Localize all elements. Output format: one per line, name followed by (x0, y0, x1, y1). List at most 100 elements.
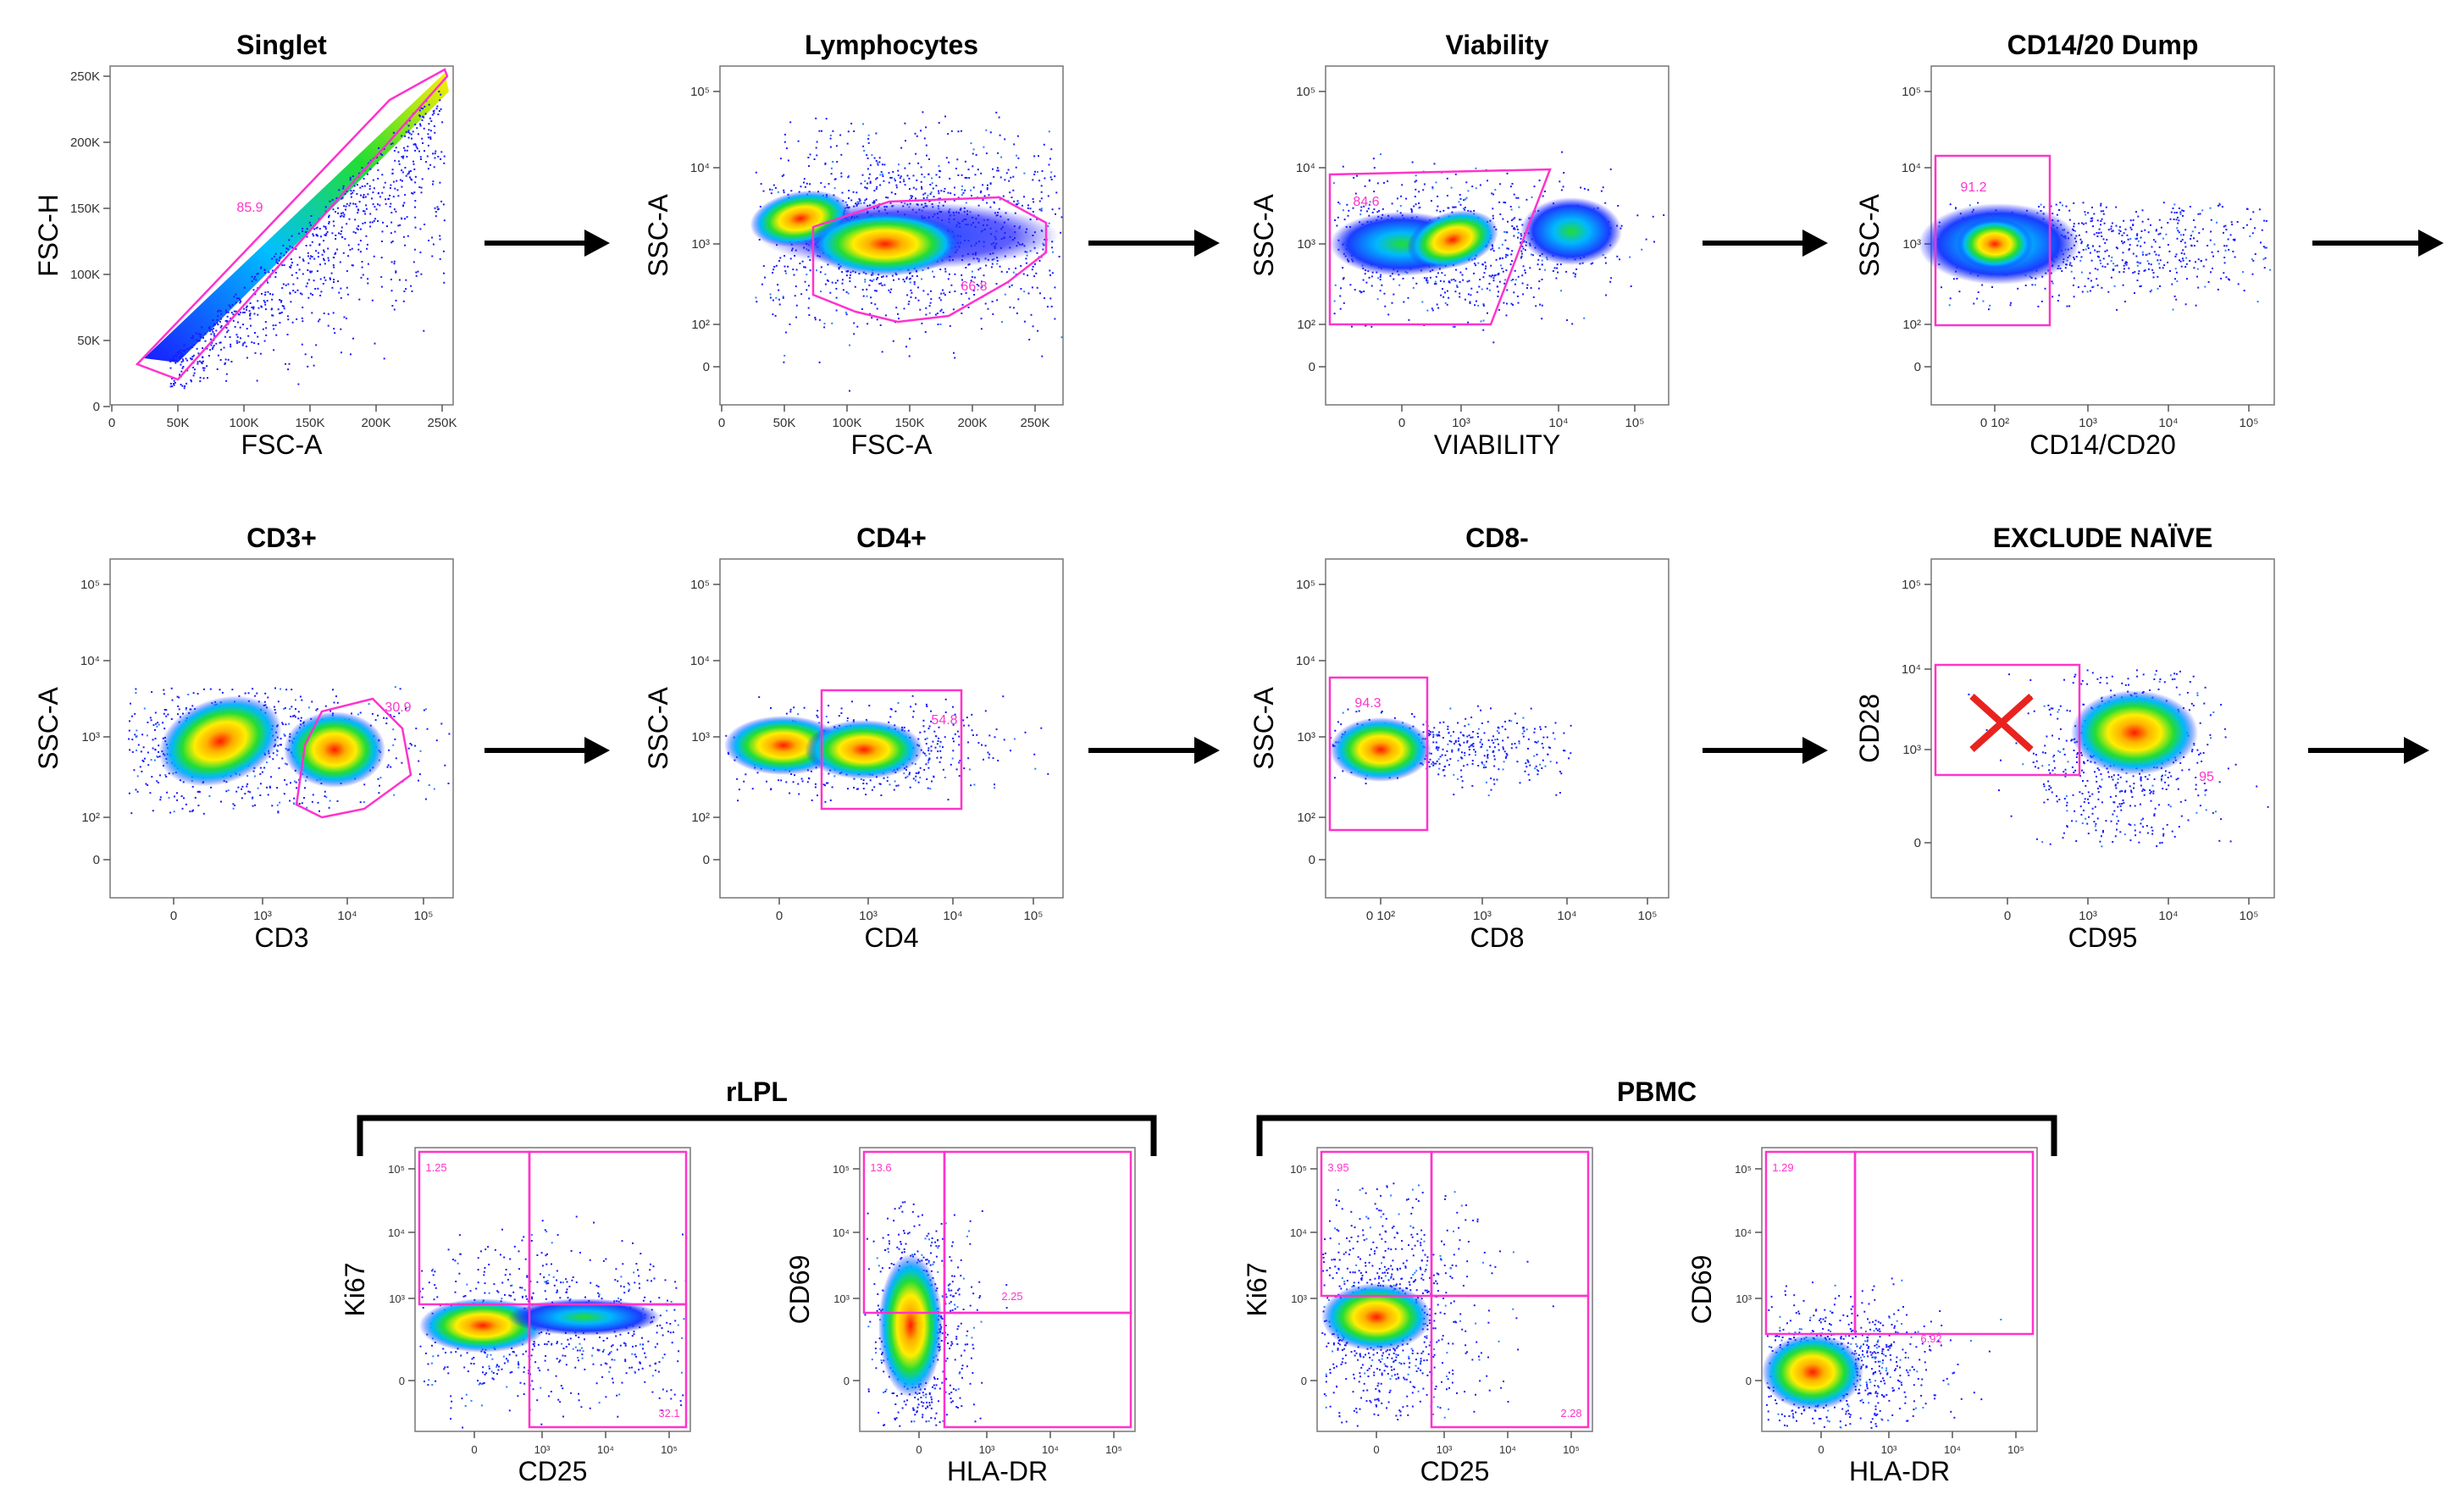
y-tick-label: 0 (1914, 836, 1921, 850)
y-tick-label: 10⁴ (833, 1226, 850, 1239)
x-tick-label: 0 (718, 416, 725, 430)
y-tick-label: 10⁴ (1735, 1226, 1752, 1239)
y-tick-label: 10⁴ (1902, 662, 1921, 677)
y-tick-label: 10² (1902, 318, 1921, 332)
y-tick-label: 10³ (1736, 1292, 1752, 1305)
x-tick-label: 10⁴ (1499, 1443, 1516, 1456)
y-tick-label: 10⁵ (1902, 85, 1921, 99)
x-tick-label: 10³ (2079, 416, 2097, 430)
y-axis-label: CD28 (1854, 694, 1885, 763)
plot-title: CD14/20 Dump (2007, 30, 2199, 60)
x-tick-label: 10⁴ (597, 1443, 614, 1456)
x-tick-label: 50K (167, 416, 190, 430)
flow-arrow (1703, 230, 1828, 257)
y-tick-label: 10³ (1902, 237, 1921, 252)
x-tick-label: 100K (832, 416, 861, 430)
x-tick-label: 10³ (859, 909, 878, 923)
y-tick-label: 0 (1309, 360, 1315, 374)
x-tick-label: 200K (361, 416, 390, 430)
gate-percentage: 1.25 (425, 1161, 446, 1174)
arrow-head (584, 230, 610, 257)
x-tick-label: 10³ (1452, 416, 1470, 430)
gate-percentage: 1.29 (1772, 1161, 1793, 1174)
group-label: PBMC (1617, 1077, 1697, 1107)
gate-percentage: 2.25 (1001, 1290, 1022, 1303)
y-axis-label: Ki67 (340, 1262, 370, 1316)
x-tick-label: 10³ (1437, 1443, 1453, 1456)
gate-percentage: 54.8 (931, 713, 957, 728)
y-axis-label: CD69 (1686, 1255, 1717, 1325)
flow-arrow (2308, 737, 2429, 764)
x-tick-label: 0 (1373, 1443, 1379, 1456)
x-tick-label: 10⁴ (2158, 416, 2178, 430)
x-tick-label: 10⁵ (2240, 416, 2259, 430)
y-tick-label: 10² (1297, 318, 1315, 332)
arrow-head (2404, 737, 2429, 764)
gate-percentage: 30.9 (385, 700, 411, 715)
y-tick-label: 10⁵ (388, 1163, 405, 1176)
flow-arrow (484, 230, 610, 257)
y-tick-label: 10⁵ (1902, 578, 1921, 592)
y-tick-label: 10³ (691, 730, 710, 744)
flow-arrow (1703, 737, 1828, 764)
y-tick-label: 10⁴ (388, 1226, 405, 1239)
flow-arrow (1088, 230, 1220, 257)
gate-percentage: 91.2 (1960, 180, 1986, 195)
plot-title: CD4+ (856, 523, 927, 553)
x-tick-label: 10⁵ (1638, 909, 1658, 923)
x-tick-label: 10⁵ (414, 909, 434, 923)
y-axis-label: Ki67 (1242, 1262, 1272, 1316)
x-axis-label: HLA-DR (947, 1456, 1048, 1486)
plot-title: Viability (1445, 30, 1548, 60)
y-axis-label: FSC-H (33, 194, 64, 277)
x-axis-label: CD3 (254, 922, 308, 953)
group-label: rLPL (726, 1077, 788, 1107)
x-tick-label: 10⁵ (661, 1443, 678, 1456)
y-tick-label: 10⁴ (1296, 654, 1315, 668)
y-tick-label: 0 (1301, 1375, 1307, 1387)
x-tick-label: 10³ (2079, 909, 2097, 923)
x-tick-label: 10⁵ (1563, 1443, 1580, 1456)
y-tick-label: 0 (1914, 360, 1921, 374)
y-tick-label: 150K (70, 202, 100, 216)
x-axis-label: CD8 (1470, 922, 1524, 953)
x-tick-label: 0 (1818, 1443, 1824, 1456)
gate-percentage: 2.28 (1560, 1407, 1581, 1420)
x-tick-label: 10⁴ (1548, 416, 1568, 430)
x-tick-label: 10⁴ (2158, 909, 2178, 923)
y-tick-label: 10⁵ (1296, 85, 1315, 99)
x-axis-label: HLA-DR (1849, 1456, 1950, 1486)
y-tick-label: 10⁴ (690, 654, 710, 668)
plot-title: Singlet (236, 30, 327, 60)
y-tick-label: 10³ (389, 1292, 405, 1305)
x-tick-label: 10⁴ (1944, 1443, 1961, 1456)
gate-percentage: 84.6 (1353, 195, 1379, 209)
plot-frame (415, 1148, 690, 1431)
y-tick-label: 10³ (1291, 1292, 1307, 1305)
y-tick-label: 10³ (833, 1292, 850, 1305)
plot-title: EXCLUDE NAÏVE (1993, 523, 2213, 553)
x-tick-label: 250K (427, 416, 457, 430)
gate-percentage: 94.3 (1354, 696, 1381, 711)
y-tick-label: 10⁴ (80, 654, 100, 668)
y-tick-label: 10⁵ (1296, 578, 1315, 592)
y-tick-label: 10⁵ (1735, 1163, 1752, 1176)
group-bracket-rlpl: rLPL (360, 1077, 1154, 1156)
x-tick-label: 200K (957, 416, 987, 430)
x-tick-label: 10³ (253, 909, 272, 923)
y-tick-label: 0 (703, 360, 710, 374)
y-tick-label: 10⁵ (833, 1163, 850, 1176)
gate-percentage: 66.8 (961, 280, 987, 294)
y-axis-label: SSC-A (643, 686, 673, 769)
y-tick-label: 0 (93, 400, 100, 414)
y-tick-label: 0 (1746, 1375, 1752, 1387)
x-tick-label: 10⁵ (2240, 909, 2259, 923)
x-tick-label: 0 (170, 909, 177, 923)
gate-percentage: 32.1 (658, 1407, 679, 1420)
x-tick-label: 0 10² (1366, 909, 1395, 923)
